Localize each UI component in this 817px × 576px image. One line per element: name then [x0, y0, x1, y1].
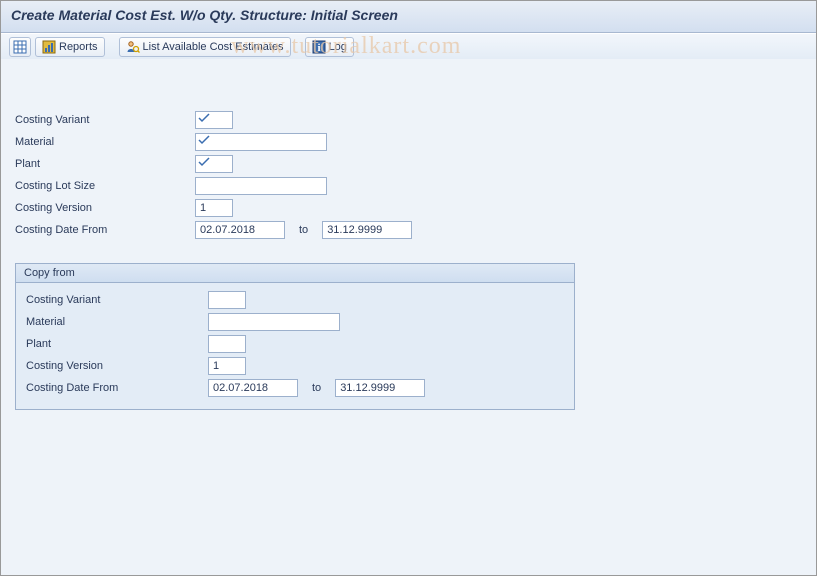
info-icon: i	[312, 40, 326, 54]
reports-button[interactable]: Reports	[35, 37, 105, 57]
copy-costing-version-label: Costing Version	[26, 360, 208, 372]
costing-version-label: Costing Version	[15, 202, 195, 214]
reports-label: Reports	[59, 41, 98, 53]
copy-from-title: Copy from	[16, 264, 574, 283]
plant-input[interactable]	[195, 155, 233, 173]
title-text: Create Material Cost Est. W/o Qty. Struc…	[11, 7, 398, 23]
grid-icon	[13, 40, 27, 54]
material-label: Material	[15, 136, 195, 148]
log-button[interactable]: i Log	[305, 37, 354, 57]
grid-icon-button[interactable]	[9, 37, 31, 57]
costing-date-from-label: Costing Date From	[15, 224, 195, 236]
copy-date-from-input[interactable]	[208, 379, 298, 397]
material-input[interactable]	[195, 133, 327, 151]
copy-from-group: Copy from Costing Variant Material Plant…	[15, 263, 575, 410]
costing-lot-size-input[interactable]	[195, 177, 327, 195]
costing-variant-input[interactable]	[195, 111, 233, 129]
copy-material-input[interactable]	[208, 313, 340, 331]
list-estimates-label: List Available Cost Estimates	[143, 41, 284, 53]
copy-costing-variant-label: Costing Variant	[26, 294, 208, 306]
costing-variant-label: Costing Variant	[15, 114, 195, 126]
copy-material-label: Material	[26, 316, 208, 328]
list-estimates-button[interactable]: List Available Cost Estimates	[119, 37, 291, 57]
svg-text:i: i	[317, 42, 320, 54]
to-label: to	[299, 224, 308, 236]
copy-costing-version-input[interactable]	[208, 357, 246, 375]
copy-plant-input[interactable]	[208, 335, 246, 353]
person-search-icon	[126, 40, 140, 54]
costing-lot-size-label: Costing Lot Size	[15, 180, 195, 192]
log-label: Log	[329, 41, 347, 53]
window-title: Create Material Cost Est. W/o Qty. Struc…	[1, 1, 816, 33]
plant-label: Plant	[15, 158, 195, 170]
copy-date-to-input[interactable]	[335, 379, 425, 397]
copy-costing-variant-input[interactable]	[208, 291, 246, 309]
toolbar: Reports List Available Cost Estimates i …	[1, 33, 816, 61]
costing-version-input[interactable]	[195, 199, 233, 217]
copy-to-label: to	[312, 382, 321, 394]
date-from-input[interactable]	[195, 221, 285, 239]
copy-costing-date-from-label: Costing Date From	[26, 382, 208, 394]
date-to-input[interactable]	[322, 221, 412, 239]
copy-plant-label: Plant	[26, 338, 208, 350]
content-area: Costing Variant Material Plant Costing L…	[1, 59, 816, 575]
reports-icon	[42, 40, 56, 54]
